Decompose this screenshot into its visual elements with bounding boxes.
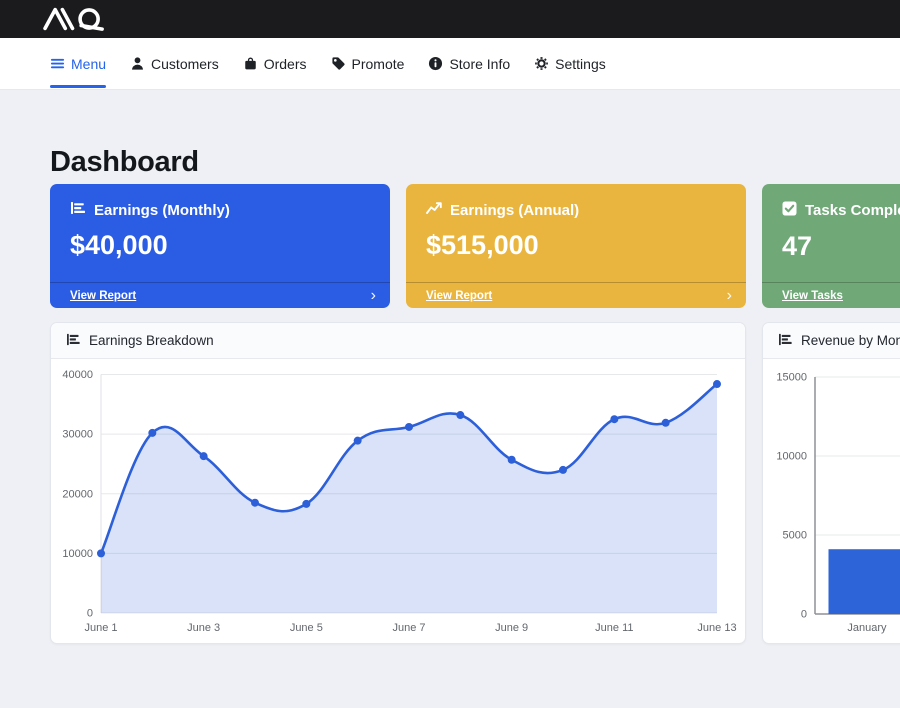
tag-icon: [331, 56, 346, 71]
topbar: [0, 0, 900, 38]
svg-text:30000: 30000: [62, 429, 93, 441]
chart-line-icon: [426, 201, 442, 219]
view-report-link[interactable]: View Report: [70, 289, 137, 302]
svg-text:June 7: June 7: [392, 622, 425, 634]
revenue-by-month-chart: 0 5000 10000 15000 January: [776, 372, 900, 634]
nav-item-promote[interactable]: Promote: [331, 38, 404, 90]
stat-card-value: $40,000: [70, 230, 168, 260]
svg-text:40000: 40000: [62, 369, 93, 381]
svg-text:10000: 10000: [62, 548, 93, 560]
bag-icon: [243, 56, 258, 71]
nav-item-menu[interactable]: Menu: [50, 38, 107, 90]
bar-chart-area: 0 5000 10000 15000 January: [763, 359, 900, 644]
svg-text:5000: 5000: [783, 530, 807, 542]
view-report-footer[interactable]: View Report ›: [406, 282, 746, 308]
stat-cards-row: Earnings (Monthly) $40,000 View Report ›…: [50, 184, 900, 308]
chart-card-title: Revenue by Month: [801, 333, 900, 348]
svg-text:June 9: June 9: [495, 622, 528, 634]
tasks-completed-card: Tasks Completed 47 View Tasks ›: [762, 184, 900, 308]
bar-chart-icon: [66, 333, 81, 349]
page-title: Dashboard: [50, 146, 199, 178]
view-tasks-footer[interactable]: View Tasks ›: [762, 282, 900, 308]
svg-text:0: 0: [87, 608, 93, 620]
view-report-link[interactable]: View Report: [426, 289, 493, 302]
nav-item-orders[interactable]: Orders: [243, 38, 307, 90]
svg-text:June 11: June 11: [595, 622, 633, 634]
gear-icon: [534, 56, 549, 71]
svg-text:20000: 20000: [62, 488, 93, 500]
main-nav: Menu Customers Orders Promote Store Info: [0, 38, 900, 90]
bar-chart-icon: [778, 333, 793, 349]
svg-text:June 13: June 13: [697, 622, 736, 634]
info-icon: [428, 56, 443, 71]
svg-text:15000: 15000: [776, 372, 807, 384]
view-tasks-link[interactable]: View Tasks: [782, 289, 843, 302]
chart-card-header: Earnings Breakdown: [51, 323, 745, 359]
chart-card-header: Revenue by Month: [763, 323, 900, 359]
earnings-monthly-card: Earnings (Monthly) $40,000 View Report ›: [50, 184, 390, 308]
chart-card-title: Earnings Breakdown: [89, 333, 214, 348]
earnings-breakdown-chart: 0 10000 20000 30000 40000 June 1 June 3 June 5 J…: [62, 369, 736, 634]
revenue-by-month-card: Revenue by Month 0 5000 10000 15000 January: [762, 322, 900, 644]
svg-text:0: 0: [801, 609, 807, 621]
nav-item-customers[interactable]: Customers: [130, 38, 219, 90]
svg-text:January: January: [847, 622, 887, 634]
stat-card-title: Tasks Completed: [805, 202, 900, 219]
earnings-breakdown-card: Earnings Breakdown 0 10000 20000 30000 40000…: [50, 322, 746, 644]
check-square-icon: [782, 201, 797, 220]
view-report-footer[interactable]: View Report ›: [50, 282, 390, 308]
svg-text:June 3: June 3: [187, 622, 220, 634]
stat-card-value: 47: [782, 231, 813, 261]
chevron-right-icon: ›: [726, 286, 732, 304]
chart-bar-icon: [70, 201, 86, 219]
stat-card-value: $515,000: [426, 230, 539, 260]
app-logo[interactable]: [40, 4, 112, 34]
nav-item-settings[interactable]: Settings: [534, 38, 606, 90]
aq-logo-icon: [43, 7, 104, 31]
line-chart-area: 0 10000 20000 30000 40000 June 1 June 3 June 5 J…: [51, 359, 745, 644]
chevron-right-icon: ›: [370, 286, 376, 304]
svg-text:10000: 10000: [776, 451, 807, 463]
nav-item-store-info[interactable]: Store Info: [428, 38, 510, 90]
svg-text:June 1: June 1: [84, 622, 117, 634]
hamburger-icon: [50, 56, 65, 71]
earnings-annual-card: Earnings (Annual) $515,000 View Report ›: [406, 184, 746, 308]
stat-card-title: Earnings (Annual): [450, 201, 580, 219]
svg-text:June 5: June 5: [290, 622, 323, 634]
person-icon: [130, 56, 145, 71]
stat-card-title: Earnings (Monthly): [94, 201, 230, 219]
